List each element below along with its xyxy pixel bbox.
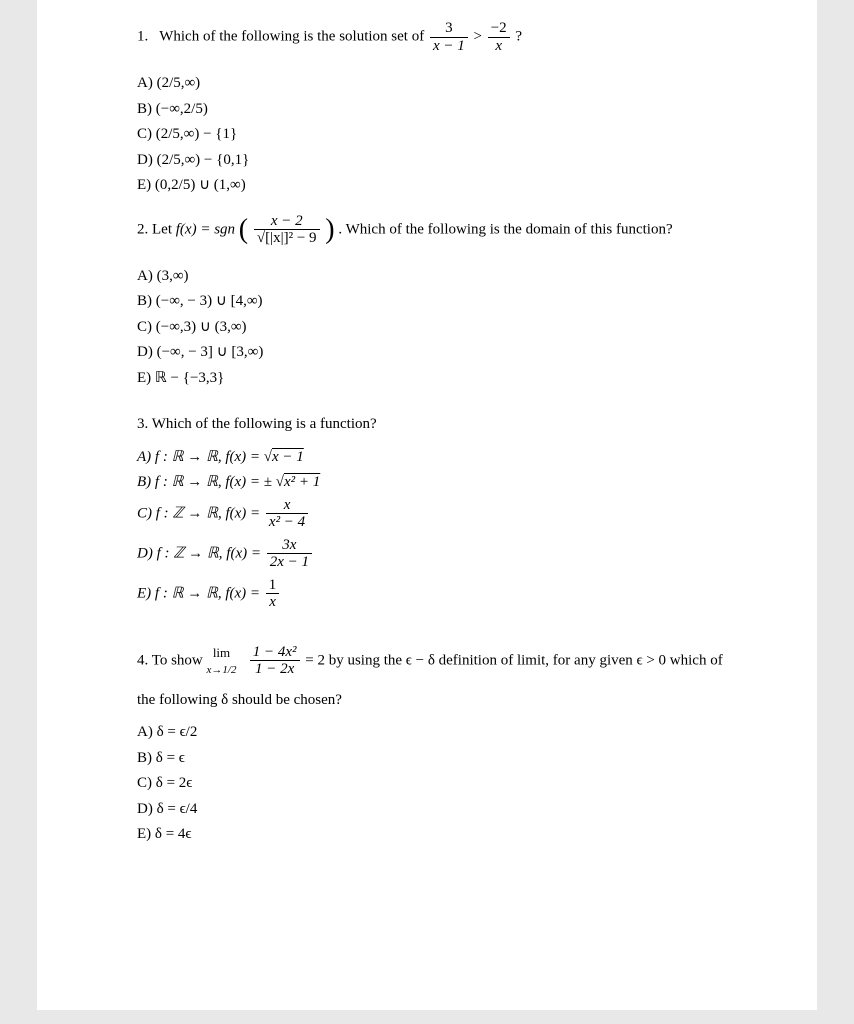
q1-option-d: D) (2/5,∞) − {0,1} [137,149,757,172]
q3-option-b: B) f : ℝ → ℝ, f(x) = ± √x² + 1 [137,471,757,494]
q3-option-a: A) f : ℝ → ℝ, f(x) = √x − 1 [137,446,757,469]
q1-prompt-after: ? [515,28,522,44]
q1-prompt-before: Which of the following is the solution s… [159,28,428,44]
q4-option-d: D) δ = ϵ/4 [137,798,757,821]
q3-options: A) f : ℝ → ℝ, f(x) = √x − 1 B) f : ℝ → ℝ… [137,446,757,611]
q4-option-c: C) δ = 2ϵ [137,772,757,795]
q1-prompt: 1. Which of the following is the solutio… [137,20,757,54]
q4-frac: 1 − 4x² 1 − 2x [250,644,300,678]
q4-options: A) δ = ϵ/2 B) δ = ϵ C) δ = 2ϵ D) δ = ϵ/4… [137,721,757,846]
q4-lead: 4. To show [137,652,207,668]
q1-options: A) (2/5,∞) B) (−∞,2/5) C) (2/5,∞) − {1} … [137,72,757,197]
q1-frac1: 3 x − 1 [430,20,468,54]
q2-frac: x − 2 √[|x|]² − 9 [254,213,320,247]
q4-line2: the following δ should be chosen? [137,689,757,712]
q2-option-c: C) (−∞,3) ∪ (3,∞) [137,316,757,339]
q1-option-e: E) (0,2/5) ∪ (1,∞) [137,174,757,197]
q1-gt: > [473,28,485,44]
q1-option-a: A) (2/5,∞) [137,72,757,95]
q3-option-c: C) f : ℤ → ℝ, f(x) = x x² − 4 [137,497,757,531]
close-paren-icon: ) [325,214,334,245]
q1-option-c: C) (2/5,∞) − {1} [137,123,757,146]
q2-option-a: A) (3,∞) [137,265,757,288]
q2-options: A) (3,∞) B) (−∞, − 3) ∪ [4,∞) C) (−∞,3) … [137,265,757,390]
q1-frac2: −2 x [488,20,510,54]
q1-number: 1. [137,28,148,44]
question-2: 2. Let f(x) = sgn ( x − 2 √[|x|]² − 9 ) … [137,213,757,390]
q2-fx: f(x) = sgn [176,221,235,237]
open-paren-icon: ( [239,214,248,245]
q2-prompt: 2. Let f(x) = sgn ( x − 2 √[|x|]² − 9 ) … [137,213,757,247]
q2-option-e: E) ℝ − {−3,3} [137,367,757,390]
q2-follow: . Which of the following is the domain o… [338,221,672,237]
q4-option-e: E) δ = 4ϵ [137,823,757,846]
q3-option-e: E) f : ℝ → ℝ, f(x) = 1 x [137,577,757,611]
q1-option-b: B) (−∞,2/5) [137,98,757,121]
q2-option-b: B) (−∞, − 3) ∪ [4,∞) [137,290,757,313]
q4-prompt: 4. To show lim x→1/2 1 − 4x² 1 − 2x = 2 … [137,643,757,679]
question-4: 4. To show lim x→1/2 1 − 4x² 1 − 2x = 2 … [137,643,757,846]
q3-option-d: D) f : ℤ → ℝ, f(x) = 3x 2x − 1 [137,537,757,571]
question-1: 1. Which of the following is the solutio… [137,20,757,197]
question-3: 3. Which of the following is a function?… [137,413,757,611]
q3-prompt: 3. Which of the following is a function? [137,413,757,436]
exam-page: 1. Which of the following is the solutio… [37,0,817,1010]
q4-after: = 2 by using the ϵ − δ definition of lim… [305,652,722,668]
q2-option-d: D) (−∞, − 3] ∪ [3,∞) [137,341,757,364]
q2-lead: 2. Let [137,221,176,237]
q4-option-a: A) δ = ϵ/2 [137,721,757,744]
q4-option-b: B) δ = ϵ [137,747,757,770]
q4-limit: lim x→1/2 [207,643,237,679]
